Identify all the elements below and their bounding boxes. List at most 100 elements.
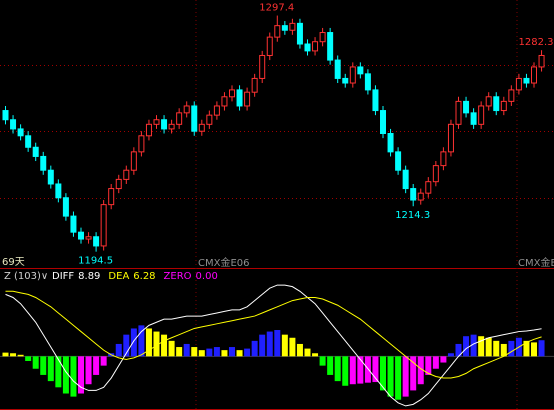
histogram-bar	[78, 356, 84, 394]
candle-body	[47, 169, 54, 185]
candle-body	[17, 128, 24, 137]
candle-body	[138, 135, 145, 153]
legend-value: 6.28	[133, 271, 155, 282]
candle-body	[304, 43, 311, 52]
histogram-bar	[70, 356, 77, 397]
legend-name: DEA	[108, 271, 129, 282]
indicator-line	[5, 290, 542, 379]
candle-body	[198, 123, 205, 132]
legend-name: DIFF	[52, 271, 74, 282]
candle-body	[485, 96, 492, 107]
contract-label: CMX金E06	[198, 256, 250, 269]
histogram-bar	[463, 336, 470, 357]
histogram-bar	[500, 343, 507, 357]
histogram-bar	[138, 325, 145, 357]
histogram-bar	[410, 356, 417, 391]
histogram-bar	[32, 356, 39, 369]
histogram-bar	[191, 347, 198, 357]
candle-body	[334, 59, 341, 79]
histogram-bar	[470, 334, 477, 357]
candle-body	[364, 73, 371, 91]
histogram-bar	[327, 356, 334, 375]
histogram-bar	[447, 353, 454, 357]
candle-body	[2, 110, 9, 121]
candle-body	[221, 96, 228, 107]
histogram-bar	[304, 348, 311, 357]
candle-body	[410, 188, 417, 201]
histogram-bar	[493, 340, 500, 357]
candle-body	[357, 66, 364, 75]
candle-body	[327, 32, 334, 61]
candle-body	[372, 89, 379, 112]
candle-body	[447, 123, 454, 153]
histogram-bar	[55, 356, 62, 388]
candle-body	[40, 155, 47, 171]
histogram-bar	[357, 356, 364, 384]
histogram-bar	[387, 356, 394, 397]
histogram-bar	[236, 350, 243, 357]
histogram-bar	[395, 356, 402, 400]
candle-body	[455, 100, 462, 125]
candle-body	[62, 197, 69, 217]
candle-body	[395, 151, 402, 171]
candle-body	[123, 169, 130, 180]
indicator-title: Z (103)∨	[4, 271, 48, 282]
candle-body	[531, 66, 537, 84]
candle-body	[440, 151, 447, 167]
histogram-bar	[334, 356, 341, 382]
candle-body	[183, 105, 190, 114]
histogram-bar	[2, 352, 9, 357]
candle-body	[55, 183, 62, 199]
candle-body	[213, 105, 220, 116]
period-label: 69天	[2, 257, 25, 268]
candle-body	[168, 123, 175, 130]
contract-label: CMX金E06	[518, 256, 554, 269]
histogram-bar	[417, 356, 424, 385]
candle-body	[342, 77, 349, 84]
candle-body	[32, 146, 39, 157]
candle-body	[319, 32, 326, 43]
candle-body	[259, 54, 266, 79]
histogram-bar	[455, 343, 462, 357]
candle-body	[251, 77, 258, 93]
price-label: 1297.4	[259, 3, 294, 14]
candle-body	[244, 91, 251, 107]
histogram-bar	[281, 334, 288, 357]
candle-body	[387, 133, 394, 153]
histogram-bar	[440, 356, 447, 363]
histogram-bar	[478, 336, 485, 357]
histogram-bar	[380, 356, 386, 391]
candle-body	[145, 123, 152, 137]
candle-body	[176, 112, 183, 125]
histogram-bar	[251, 340, 258, 357]
candle-body	[266, 36, 273, 56]
candle-body	[10, 119, 17, 130]
histogram-bar	[161, 334, 168, 357]
candle-body	[78, 231, 84, 240]
histogram-bar	[372, 356, 379, 383]
candle-body	[153, 119, 160, 125]
histogram-bar	[85, 356, 92, 385]
histogram-bar	[349, 356, 356, 385]
candle-body	[70, 215, 77, 233]
histogram-bar	[402, 356, 409, 397]
price-label: 1282.3	[519, 37, 554, 48]
candle-body	[463, 100, 470, 114]
histogram-bar	[523, 340, 530, 357]
histogram-bar	[206, 348, 213, 357]
candle-body	[312, 41, 319, 52]
histogram-bar	[221, 350, 228, 357]
candle-body	[100, 204, 107, 247]
histogram-bar	[213, 347, 220, 357]
histogram-bar	[62, 356, 69, 394]
histogram-bar	[312, 353, 319, 357]
histogram-bar	[229, 347, 235, 357]
candle-body	[417, 192, 424, 201]
histogram-bar	[176, 347, 183, 357]
histogram-bar	[538, 340, 545, 357]
histogram-bar	[425, 356, 432, 375]
candle-body	[25, 135, 32, 148]
candle-body	[425, 181, 432, 194]
